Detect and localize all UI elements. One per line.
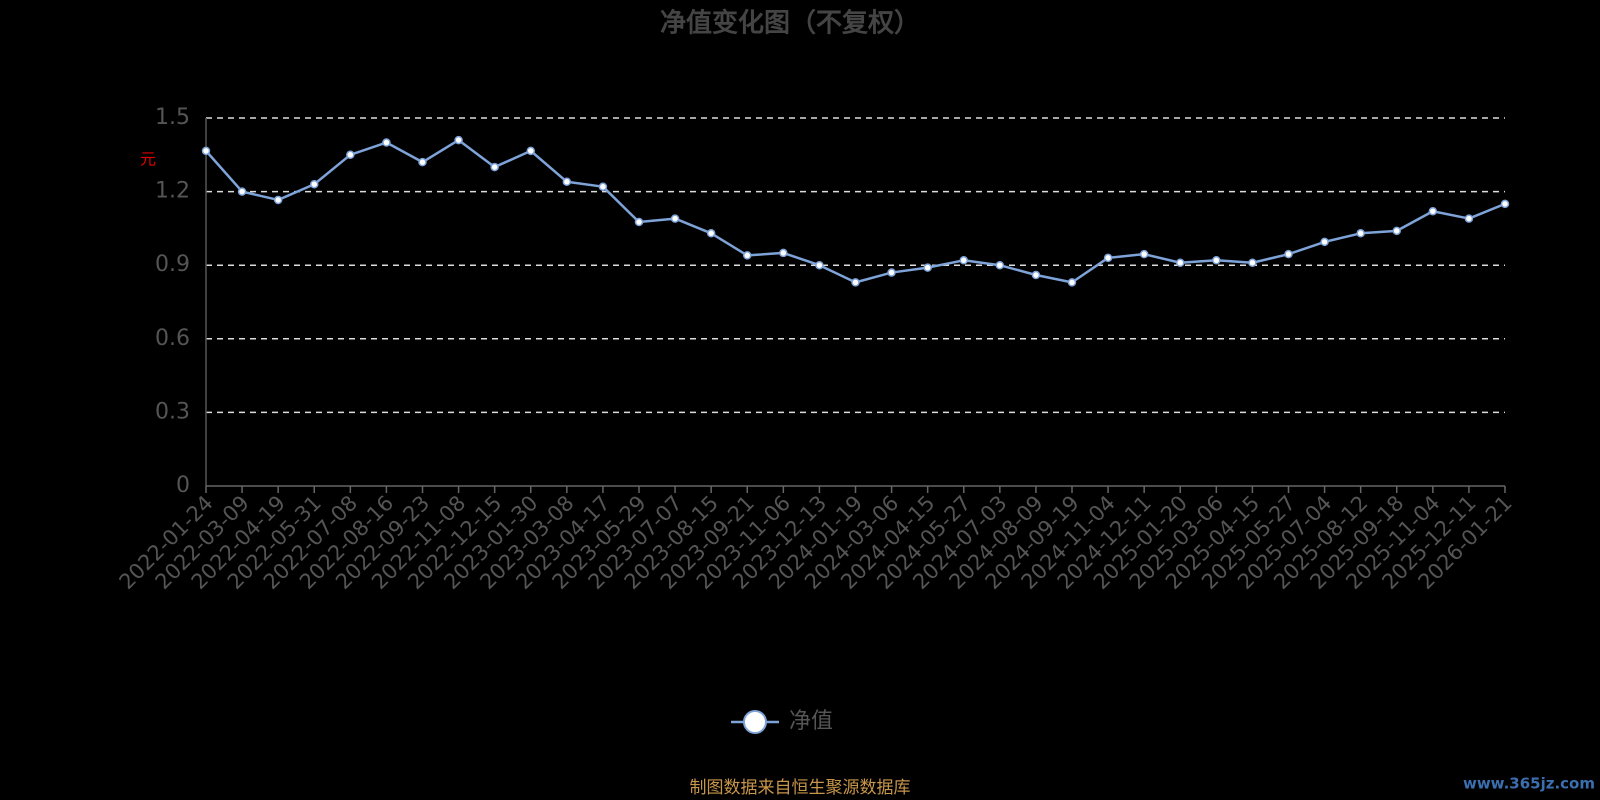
point: [1248, 258, 1257, 267]
point: [995, 260, 1005, 270]
y-tick-label: 0.9: [155, 252, 190, 277]
point: [923, 263, 932, 272]
point: [418, 157, 427, 167]
chart-title: 净值变化图（不复权）: [660, 8, 920, 39]
point: [1031, 270, 1041, 280]
point: [743, 251, 752, 260]
point: [670, 214, 680, 223]
point: [779, 248, 788, 258]
point: [851, 278, 860, 287]
legend-marker: [743, 710, 767, 734]
point: [201, 146, 211, 156]
point: [1356, 229, 1365, 238]
point: [1392, 226, 1401, 236]
point: [382, 138, 391, 147]
y-axis-label: 元: [140, 150, 156, 169]
point: [634, 217, 644, 227]
point: [1428, 206, 1438, 216]
point: [706, 229, 716, 238]
y-tick-label: 0.6: [155, 326, 190, 351]
point: [887, 268, 896, 277]
point: [1284, 249, 1293, 259]
point: [1212, 256, 1221, 265]
point: [346, 150, 355, 160]
point: [526, 146, 535, 156]
point: [959, 256, 968, 265]
source-note: 制图数据来自恒生聚源数据库: [690, 778, 911, 798]
point: [562, 177, 572, 187]
y-tick-label: 0.3: [155, 399, 190, 424]
point: [1500, 199, 1510, 209]
point: [1176, 258, 1185, 267]
point: [1067, 278, 1077, 287]
watermark: www.365jz.com: [1463, 775, 1595, 793]
point: [1320, 237, 1329, 247]
point: [454, 135, 463, 145]
point: [598, 182, 608, 191]
point: [310, 179, 319, 189]
point: [815, 260, 824, 270]
point: [490, 162, 499, 172]
point: [1139, 249, 1149, 259]
y-tick-label: 1.2: [155, 179, 190, 204]
legend-label: 净值: [789, 709, 833, 734]
y-tick-label: 0: [176, 473, 190, 498]
point: [1103, 253, 1113, 263]
point: [237, 187, 247, 196]
point: [273, 195, 283, 205]
y-tick-label: 1.5: [155, 105, 190, 130]
point: [1464, 214, 1474, 223]
